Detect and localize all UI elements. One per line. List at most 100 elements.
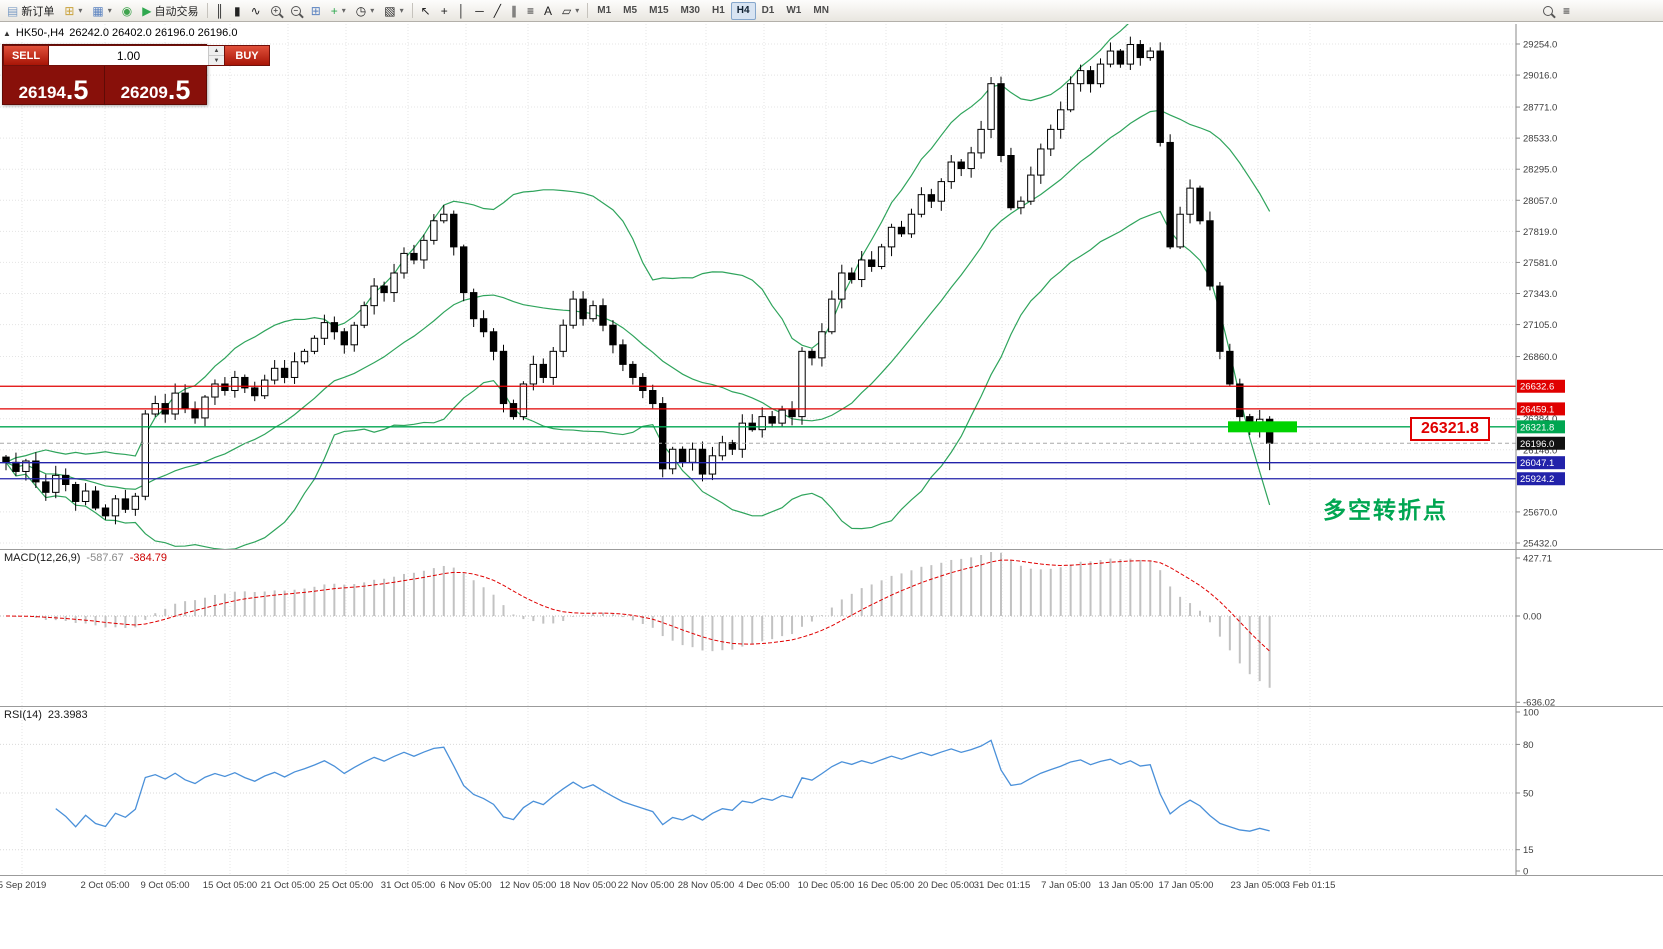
buy-price-main: 26209: [120, 83, 168, 102]
timeframe-m5[interactable]: M5: [617, 2, 643, 20]
timeframe-w1[interactable]: W1: [780, 2, 807, 20]
crosshair-button[interactable]: +: [436, 2, 453, 20]
svg-text:13 Jan 05:00: 13 Jan 05:00: [1099, 880, 1154, 891]
timeframe-h4-label: H4: [736, 5, 750, 16]
price-callout-box[interactable]: 26321.8: [1410, 417, 1490, 441]
timeframe-m15-label: M15: [649, 5, 669, 16]
grid: [0, 24, 1516, 876]
svg-text:28 Nov 05:00: 28 Nov 05:00: [678, 880, 735, 891]
toolbar-separator: [411, 3, 413, 18]
svg-text:27581.0: 27581.0: [1523, 258, 1557, 269]
zoom-in-button[interactable]: +: [266, 2, 286, 20]
collapse-panel-icon[interactable]: ▲: [3, 28, 11, 38]
toolbar: ▤ 新订单 ⊞ ▾ ▦ ▾ ◉ ▶ 自动交易 ║ ▮ ∿ + − ⊞ + ▾ ◷ ▾ ▧ ▾ ↖ + │ ─ ╱ ∥ ≡ A ▱ ▾ M1 M5…: [0, 0, 1663, 22]
svg-text:10 Dec 05:00: 10 Dec 05:00: [798, 880, 855, 891]
svg-text:23 Jan 05:00: 23 Jan 05:00: [1231, 880, 1286, 891]
svg-text:22 Nov 05:00: 22 Nov 05:00: [618, 880, 675, 891]
horizontal-line-icon: ─: [475, 3, 484, 18]
zoom-out-button[interactable]: −: [286, 2, 306, 20]
dropdown-arrow-icon: ▾: [399, 6, 404, 15]
svg-text:26321.8: 26321.8: [1520, 422, 1554, 433]
svg-text:28533.0: 28533.0: [1523, 134, 1557, 145]
trendline-button[interactable]: ╱: [489, 2, 506, 20]
svg-text:0: 0: [1523, 867, 1528, 878]
cursor-button[interactable]: ↖: [416, 2, 436, 20]
sell-price[interactable]: 26194 .5: [3, 66, 105, 104]
sell-button[interactable]: SELL: [3, 45, 49, 66]
zoom-in-icon: +: [270, 5, 281, 16]
new-chart-button[interactable]: ⊞ ▾: [59, 2, 87, 20]
window-list-button[interactable]: ≡: [1558, 2, 1575, 20]
volume-stepper: ▲ ▼: [49, 45, 224, 66]
macd-signal-value: -384.79: [129, 552, 168, 564]
highlight-zone[interactable]: [1228, 421, 1297, 433]
timeframe-h4[interactable]: H4: [730, 1, 756, 20]
timeframe-m1-label: M1: [597, 5, 612, 16]
templates-button[interactable]: ▧ ▾: [379, 2, 408, 20]
timeframe-m1[interactable]: M1: [591, 2, 617, 20]
new-order-button-label: 新订单: [21, 5, 55, 18]
trendline-icon: ╱: [493, 3, 501, 18]
timeframe-m15[interactable]: M15: [643, 2, 674, 20]
channel-button[interactable]: ∥: [506, 2, 522, 20]
line-chart-button[interactable]: ∿: [246, 2, 266, 20]
svg-text:0.00: 0.00: [1523, 612, 1542, 623]
tile-windows-button[interactable]: ⊞: [306, 2, 326, 20]
svg-text:12 Nov 05:00: 12 Nov 05:00: [500, 880, 557, 891]
vertical-line-button[interactable]: │: [453, 2, 471, 20]
timeframe-h1[interactable]: H1: [706, 2, 731, 20]
rsi-header: RSI(14) 23.3983: [4, 709, 88, 721]
svg-text:25 Oct 05:00: 25 Oct 05:00: [319, 880, 373, 891]
buy-price[interactable]: 26209 .5: [105, 66, 206, 104]
zoom-out-icon: −: [290, 5, 301, 16]
data-window-button[interactable]: ◉: [117, 2, 137, 20]
indicators-button[interactable]: + ▾: [326, 2, 351, 20]
svg-text:28057.0: 28057.0: [1523, 196, 1557, 207]
turning-point-annotation[interactable]: 多空转折点: [1323, 497, 1448, 523]
search-button[interactable]: [1538, 2, 1558, 20]
svg-text:25432.0: 25432.0: [1523, 539, 1557, 550]
auto-trading-button[interactable]: ▶ 自动交易: [137, 2, 203, 20]
sell-price-main: 26194: [18, 83, 66, 102]
time-axis[interactable]: 5 Sep 2019 2 Oct 05:00 9 Oct 05:00 15 Oct 0…: [0, 880, 1335, 891]
volume-down-button[interactable]: ▼: [209, 56, 224, 65]
svg-text:20 Dec 05:00: 20 Dec 05:00: [918, 880, 975, 891]
new-order-button[interactable]: ▤ 新订单: [2, 2, 59, 20]
one-click-trading-panel: SELL ▲ ▼ BUY 26194 .5 26209 .5: [2, 44, 270, 105]
svg-text:28771.0: 28771.0: [1523, 103, 1557, 114]
window-list-icon: ≡: [1562, 3, 1570, 18]
candlestick-chart-button[interactable]: ▮: [229, 2, 246, 20]
timeframe-m30[interactable]: M30: [675, 2, 706, 20]
bar-chart-button[interactable]: ║: [211, 2, 230, 20]
svg-text:27343.0: 27343.0: [1523, 289, 1557, 300]
candles: [2, 36, 1274, 525]
bar-chart-icon: ║: [215, 3, 225, 18]
macd-header: MACD(12,26,9) -587.67 -384.79: [4, 552, 167, 564]
profiles-button[interactable]: ▦ ▾: [87, 2, 116, 20]
profiles-icon: ▦: [92, 3, 104, 18]
svg-text:7 Jan 05:00: 7 Jan 05:00: [1041, 880, 1091, 891]
search-icon: [1542, 5, 1553, 16]
timeframe-d1-label: D1: [761, 5, 775, 16]
timeframe-mn[interactable]: MN: [807, 2, 835, 20]
fibonacci-button[interactable]: ≡: [522, 2, 539, 20]
periods-icon: ◷: [355, 3, 367, 18]
horizontal-line-button[interactable]: ─: [470, 2, 489, 20]
arrow-tools-button[interactable]: ▱ ▾: [557, 2, 584, 20]
toolbar-separator: [206, 3, 208, 18]
buy-button[interactable]: BUY: [224, 45, 270, 66]
sell-price-frac: .5: [65, 74, 89, 105]
bollinger-bands: [5, 24, 1271, 550]
svg-text:25670.0: 25670.0: [1523, 507, 1557, 518]
price-scale[interactable]: 29254.0 29016.0 28771.0 28533.0 28295.0 28057…: [0, 22, 1663, 949]
svg-text:6 Nov 05:00: 6 Nov 05:00: [440, 880, 491, 891]
volume-up-button[interactable]: ▲: [209, 46, 224, 56]
svg-text:26632.6: 26632.6: [1520, 382, 1554, 393]
timeframe-d1[interactable]: D1: [756, 2, 781, 20]
volume-input[interactable]: [49, 46, 208, 65]
dropdown-arrow-icon: ▾: [107, 6, 112, 15]
periods-button[interactable]: ◷ ▾: [351, 2, 380, 20]
price-chart[interactable]: 29254.0 29016.0 28771.0 28533.0 28295.0 28057…: [0, 22, 1663, 949]
text-button[interactable]: A: [539, 2, 557, 20]
svg-text:15: 15: [1523, 845, 1534, 856]
